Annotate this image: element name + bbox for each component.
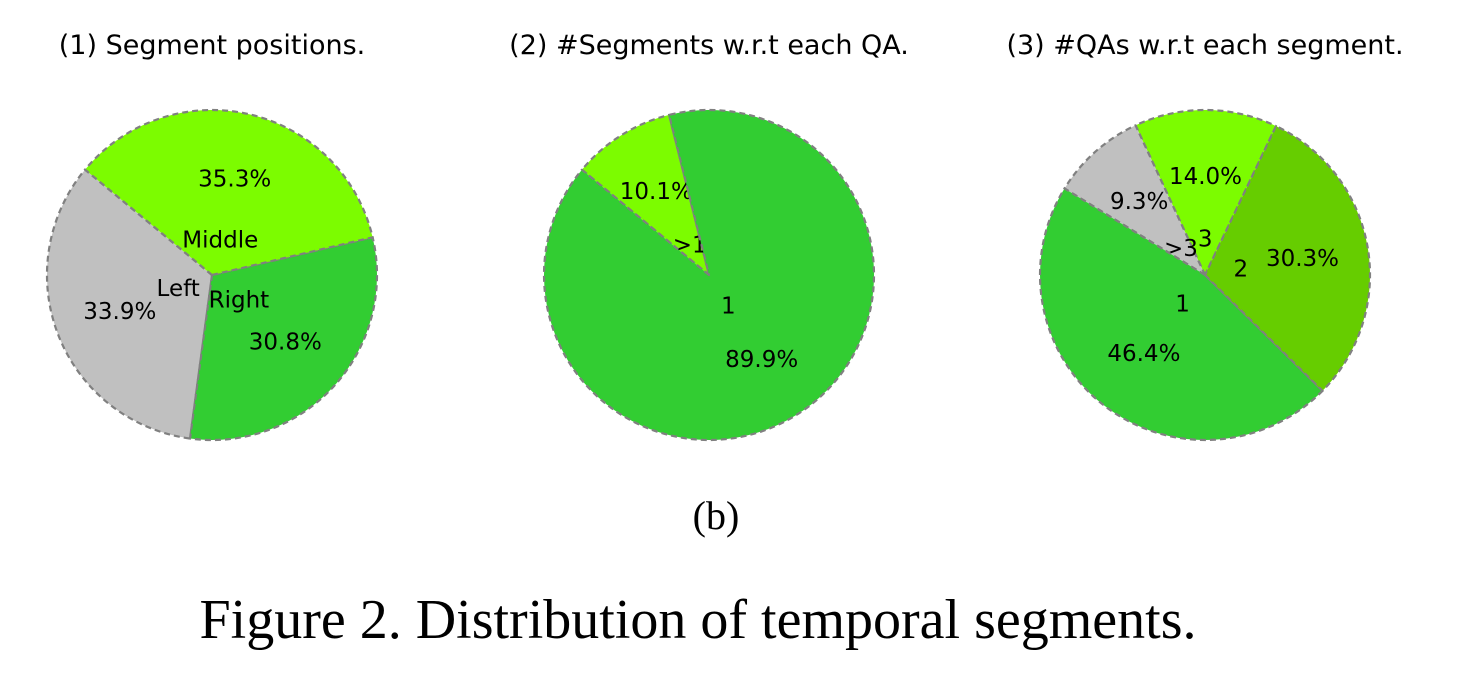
slice-label: Middle	[182, 228, 258, 254]
pie-chart-3: (3) #QAs w.r.t each segment.314.0%>39.3%…	[1006, 30, 1404, 442]
pie-slice	[1063, 124, 1207, 277]
slice-percent-label: 33.9%	[83, 299, 156, 325]
figure-sub-label: (b)	[693, 493, 740, 538]
pie-slice	[580, 113, 711, 277]
slice-percent-label: 35.3%	[198, 167, 271, 193]
slice-label: 1	[721, 294, 736, 320]
slice-percent-label: 46.4%	[1107, 341, 1180, 367]
slice-label: 2	[1233, 257, 1248, 283]
slice-percent-label: 14.0%	[1169, 164, 1242, 190]
slice-percent-label: 30.3%	[1266, 246, 1339, 272]
slice-label: 3	[1198, 227, 1213, 253]
pie-chart-2: (2) #Segments w.r.t each QA.>110.1%189.9…	[509, 30, 909, 442]
pie-slice	[1134, 108, 1278, 277]
pie-slice	[188, 236, 379, 442]
pie-slice	[1039, 187, 1324, 442]
slice-percent-label: 10.1%	[620, 179, 693, 205]
slice-label: Right	[209, 287, 270, 313]
slice-label: 1	[1175, 292, 1190, 318]
pie-slice	[45, 168, 214, 440]
pie-title: (1) Segment positions.	[59, 30, 366, 61]
pie-title: (3) #QAs w.r.t each segment.	[1006, 30, 1403, 61]
pie-slice	[1203, 124, 1372, 392]
slice-percent-label: 89.9%	[725, 347, 798, 373]
slice-percent-label: 30.8%	[249, 330, 322, 356]
pie-title: (2) #Segments w.r.t each QA.	[509, 30, 909, 61]
slice-percent-label: 9.3%	[1110, 189, 1168, 215]
figure-caption: Figure 2. Distribution of temporal segme…	[200, 589, 1197, 651]
slice-label: Left	[157, 276, 200, 302]
pie-slice	[542, 108, 876, 442]
pie-slice	[83, 108, 374, 277]
